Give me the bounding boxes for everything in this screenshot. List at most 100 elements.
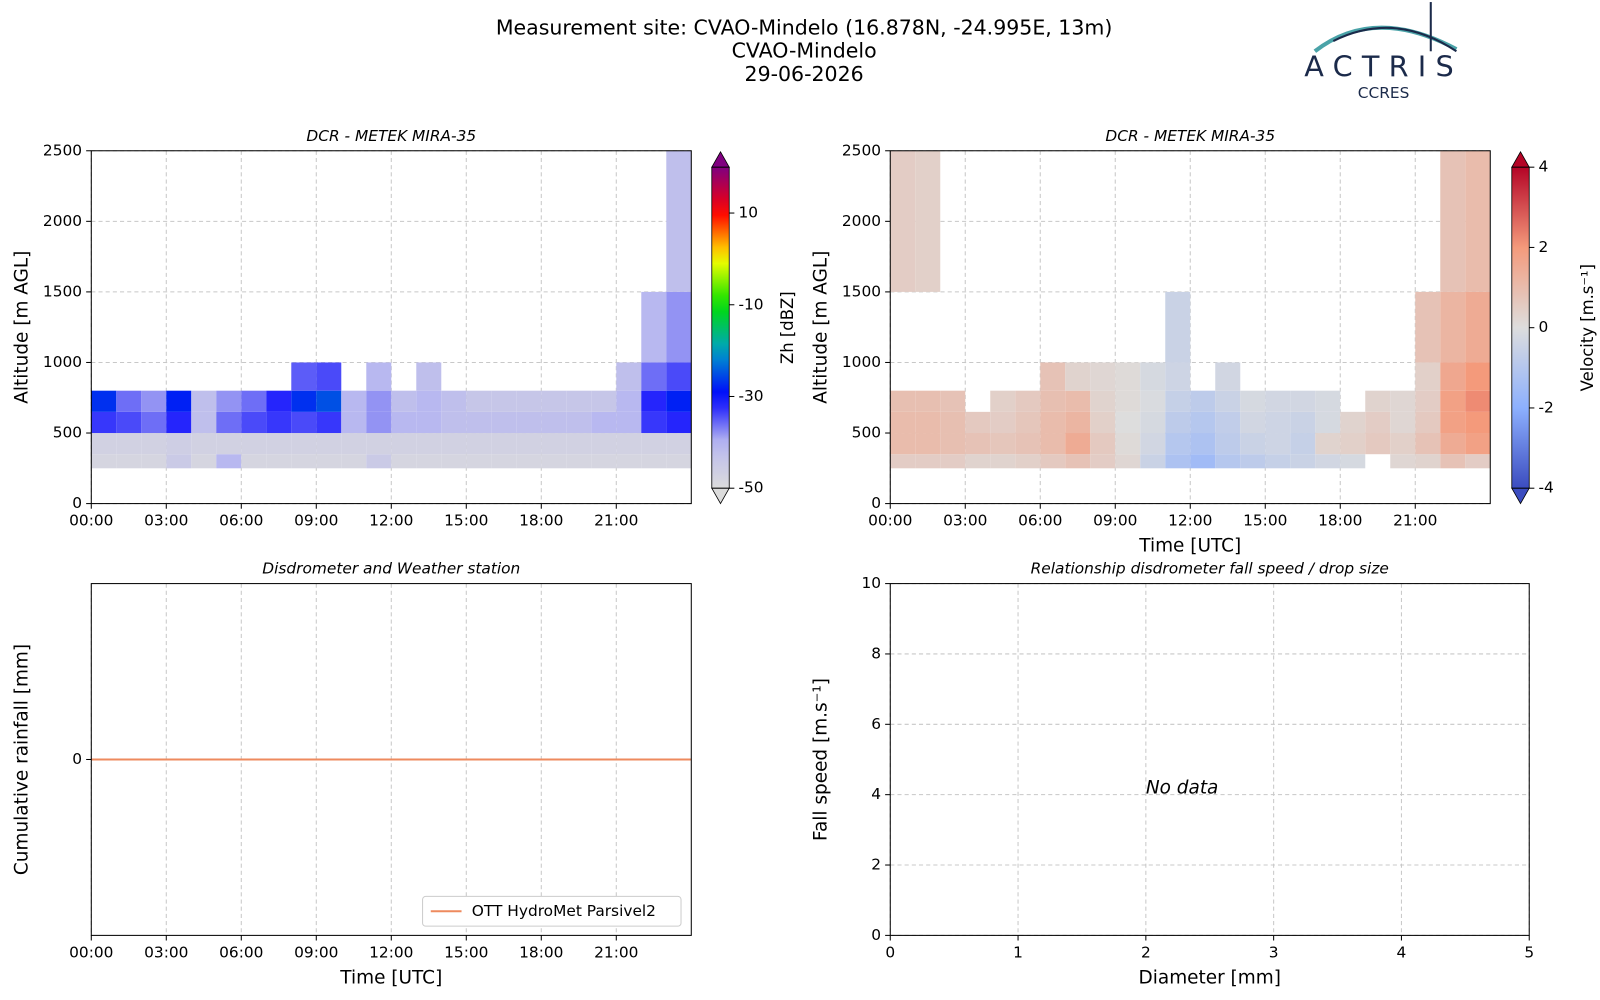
heat-cell [1090, 454, 1116, 469]
heat-cell [1290, 433, 1316, 455]
x-tick-label: 06:00 [219, 512, 263, 530]
heat-cell [1090, 411, 1116, 434]
x-tick-label: 06:00 [1018, 512, 1062, 530]
suptitle: CVAO-Mindelo [732, 38, 877, 62]
heat-cell [341, 411, 367, 434]
y-tick-label: 1000 [43, 353, 82, 371]
x-tick-label: 15:00 [444, 512, 488, 530]
heat-cell [666, 291, 692, 363]
heat-cell [890, 454, 916, 469]
heat-cell [341, 390, 367, 412]
heat-cell [1140, 454, 1166, 469]
heat-cell [216, 390, 242, 412]
heat-cell [1265, 390, 1291, 412]
logo-arc [1332, 26, 1457, 53]
axes-frame [90, 583, 692, 936]
heat-cell [1015, 390, 1041, 412]
axes-frame [889, 150, 1491, 505]
heat-cell [1165, 433, 1191, 455]
heat-cell [316, 362, 342, 391]
x-tick-label: 15:00 [444, 943, 488, 961]
heat-cell [1415, 411, 1441, 434]
heat-cell [266, 454, 292, 469]
heat-cell [641, 411, 667, 434]
heat-cell [1365, 433, 1391, 455]
x-tick-label: 09:00 [294, 943, 338, 961]
heat-cell [1465, 454, 1491, 469]
heat-cell [666, 390, 692, 412]
heat-cell [1165, 390, 1191, 412]
subplot-title: DCR - METEK MIRA-35 [306, 127, 476, 145]
heat-cell [965, 411, 991, 434]
heat-cell [516, 433, 542, 455]
heat-cell [1015, 411, 1041, 434]
heat-cell [541, 390, 567, 412]
heat-cell [1040, 454, 1066, 469]
colorbar-extend [1511, 487, 1530, 505]
heat-cell [1465, 291, 1491, 363]
heat-cell [1265, 433, 1291, 455]
heat-cell [1415, 390, 1441, 412]
heat-cell [1115, 390, 1141, 412]
heat-cell [216, 433, 242, 455]
colorbar-label: Zh [dBZ] [778, 291, 797, 364]
heat-cell [441, 390, 467, 412]
heat-cell [1440, 291, 1466, 363]
heat-cell [965, 433, 991, 455]
colorbar-tick-label: -4 [1538, 479, 1553, 497]
colorbar-extend [711, 487, 730, 505]
heat-cell [890, 150, 916, 292]
heat-cell [940, 433, 966, 455]
heat-cell [1065, 433, 1091, 455]
subplot-title: Disdrometer and Weather station [262, 560, 520, 578]
heat-cell [616, 411, 642, 434]
colorbar-frame [711, 166, 730, 489]
heat-cell [441, 411, 467, 434]
heat-cell [616, 390, 642, 412]
heat-cell [1290, 411, 1316, 434]
heat-cell [1465, 362, 1491, 391]
colorbar-label: Velocity [m.s⁻¹] [1578, 264, 1597, 391]
heat-cell [1040, 411, 1066, 434]
heat-cell [1340, 433, 1366, 455]
heat-cell [541, 433, 567, 455]
x-tick-label: 09:00 [294, 512, 338, 530]
heat-cell [491, 433, 517, 455]
heat-cell [616, 433, 642, 455]
heat-cell [191, 390, 217, 412]
heat-cell [1315, 454, 1341, 469]
subplot-title: DCR - METEK MIRA-35 [1105, 127, 1275, 145]
heat-cell [1190, 390, 1216, 412]
heat-cell [566, 433, 592, 455]
heat-cell [1265, 411, 1291, 434]
x-tick-label: 2 [1141, 943, 1151, 961]
x-tick-label: 12:00 [1168, 512, 1212, 530]
heat-cell [116, 411, 142, 434]
heat-cell [266, 433, 292, 455]
heat-cell [1015, 454, 1041, 469]
heat-cell [1065, 390, 1091, 412]
heat-cell [1140, 362, 1166, 391]
axes-frame [90, 150, 692, 505]
heat-cell [990, 390, 1016, 412]
heat-cell [1440, 454, 1466, 469]
heat-cell [616, 454, 642, 469]
heat-cell [890, 411, 916, 434]
y-tick-label: 2500 [842, 141, 881, 159]
y-tick-label: 2000 [842, 212, 881, 230]
y-tick-label: 0 [72, 494, 82, 512]
heat-cell [1215, 362, 1241, 391]
colorbar-tick-label: 0 [1538, 318, 1548, 336]
heat-cell [241, 411, 267, 434]
subplot: 0 1 2 3 4 5 0 2 4 6 8 10 No data Relationship disdrom… [811, 560, 1535, 989]
heat-cell [291, 433, 317, 455]
heat-cell [1415, 291, 1441, 363]
heat-cell [1115, 362, 1141, 391]
heat-cell [166, 433, 192, 455]
heat-cell [1215, 411, 1241, 434]
y-tick-label: 2 [871, 856, 881, 874]
colorbar-tick-label: -50 [738, 479, 763, 497]
heat-cell [890, 433, 916, 455]
y-tick-label: 1500 [842, 282, 881, 300]
y-tick-label: 0 [871, 494, 881, 512]
